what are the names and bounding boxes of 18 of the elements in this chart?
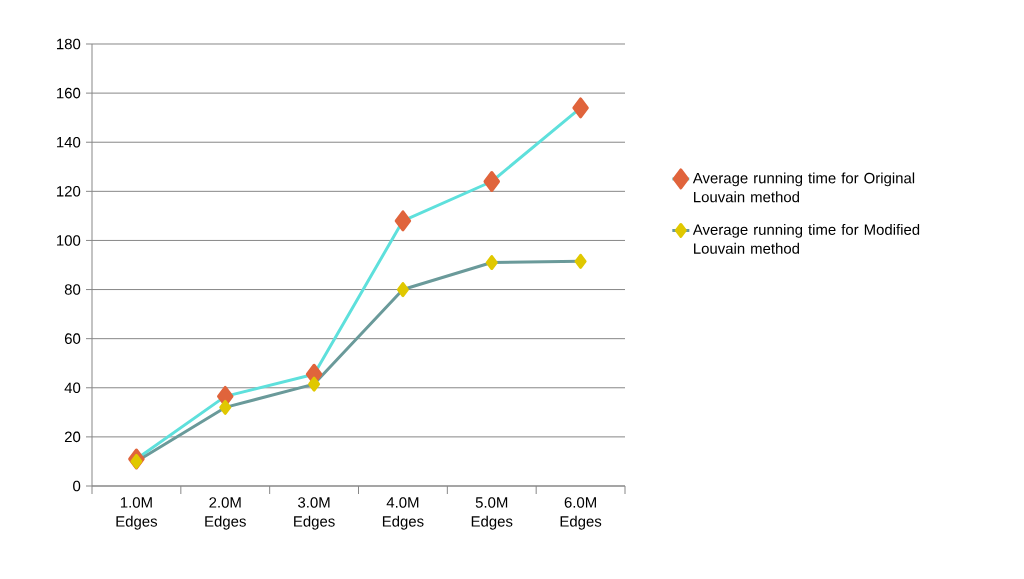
x-tick-label: 3.0M Edges <box>294 497 335 530</box>
y-tick-label: 160 <box>57 87 81 99</box>
legend-label: Average running time for Modified Louvain method <box>692 223 920 254</box>
y-tick-label: 180 <box>57 38 81 50</box>
x-tick-label: 5.0M Edges <box>471 497 513 530</box>
x-tick-label: 2.0M Edges <box>205 497 246 530</box>
y-tick-label: 100 <box>57 235 81 246</box>
legend-label: Average running time for Original Louvain method <box>692 172 915 203</box>
y-tick-label: 20 <box>64 431 81 443</box>
y-tick-label: 40 <box>64 382 81 394</box>
y-tick-label: 0 <box>73 480 81 492</box>
y-tick-label: 140 <box>57 136 81 148</box>
x-tick-label: 4.0M Edges <box>382 497 424 530</box>
x-tick-label: 6.0M Edges <box>560 497 602 530</box>
y-tick-label: 120 <box>57 186 81 197</box>
x-tick-label: 1.0M Edges <box>116 497 158 530</box>
y-tick-label: 80 <box>64 284 81 295</box>
y-tick-label: 60 <box>64 333 81 344</box>
